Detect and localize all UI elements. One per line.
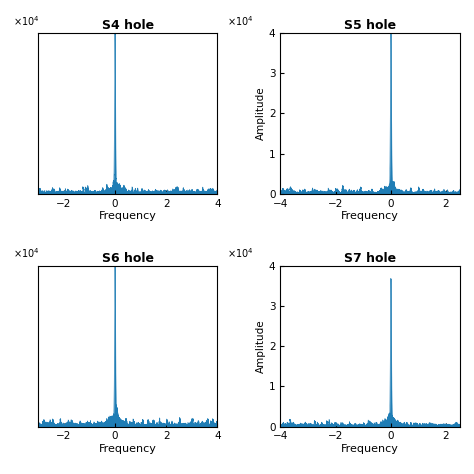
X-axis label: Frequency: Frequency <box>341 211 399 221</box>
Text: $\times 10^4$: $\times 10^4$ <box>228 246 254 261</box>
Title: S4 hole: S4 hole <box>101 19 154 32</box>
Text: $\times 10^4$: $\times 10^4$ <box>13 246 39 261</box>
X-axis label: Frequency: Frequency <box>99 211 156 221</box>
Text: $\times 10^4$: $\times 10^4$ <box>13 14 39 27</box>
Title: S5 hole: S5 hole <box>344 19 396 32</box>
Y-axis label: Amplitude: Amplitude <box>256 87 266 140</box>
Title: S7 hole: S7 hole <box>344 252 396 265</box>
Text: $\times 10^4$: $\times 10^4$ <box>228 14 254 27</box>
Title: S6 hole: S6 hole <box>102 252 154 265</box>
X-axis label: Frequency: Frequency <box>99 444 156 454</box>
X-axis label: Frequency: Frequency <box>341 444 399 454</box>
Y-axis label: Amplitude: Amplitude <box>256 319 266 373</box>
